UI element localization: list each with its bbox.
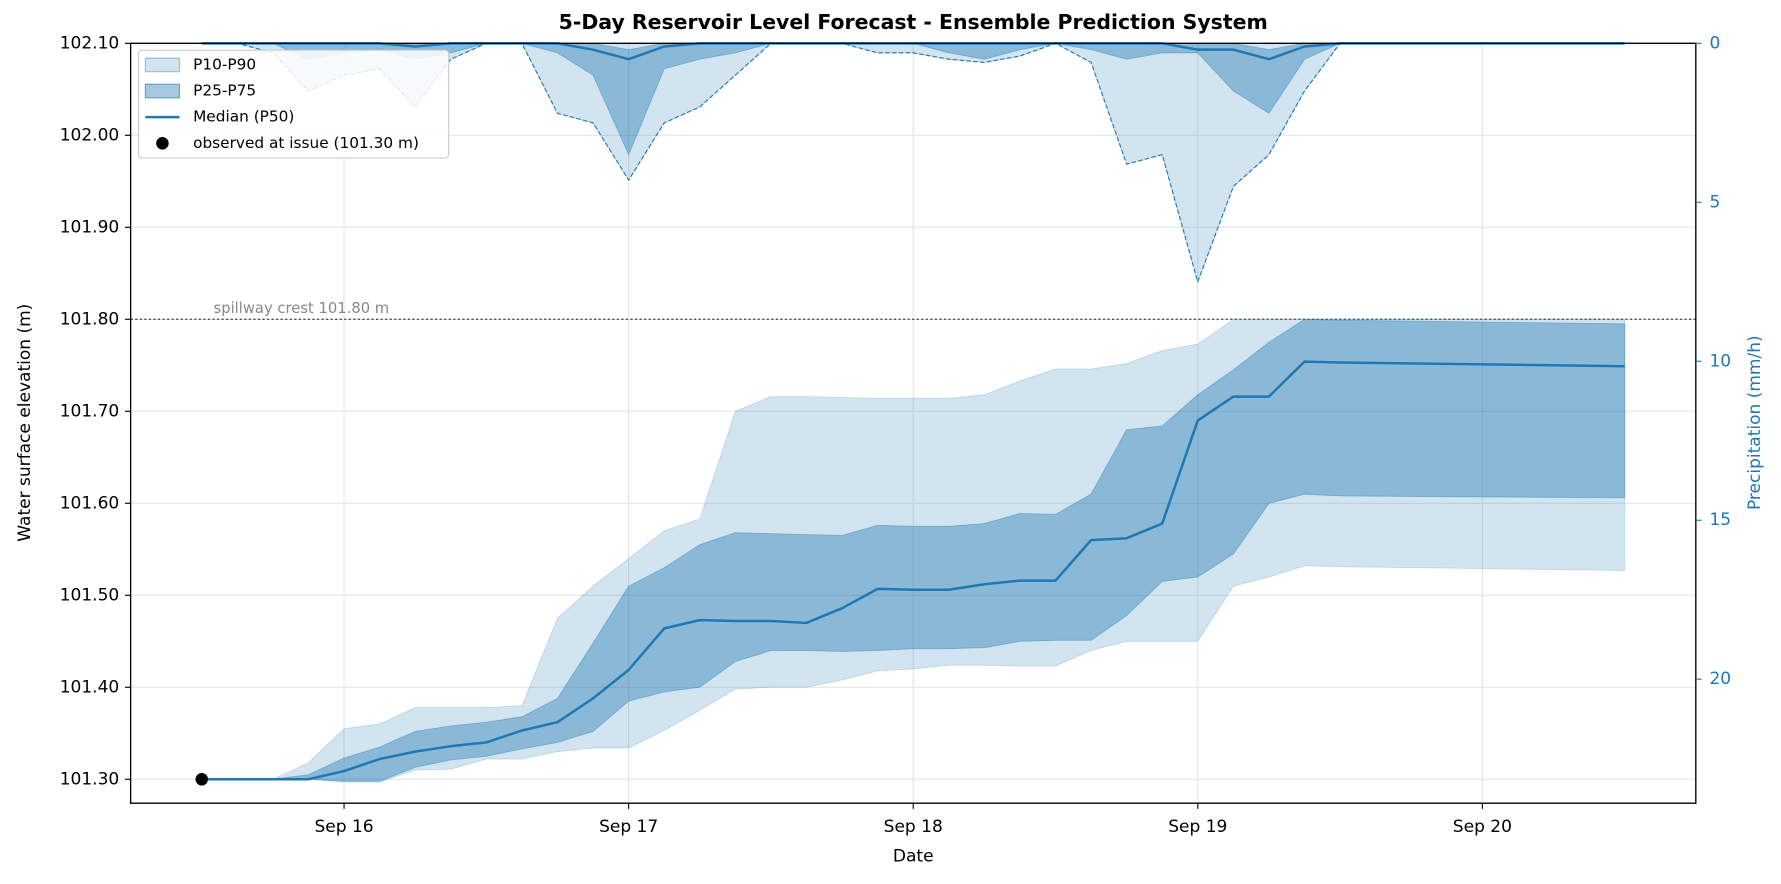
y-tick-label: 102.10 xyxy=(60,33,120,53)
legend-label: P10-P90 xyxy=(193,55,256,73)
y-tick-label: 101.50 xyxy=(60,585,120,605)
y2-tick-label: 10 xyxy=(1709,351,1731,371)
reference-label: spillway crest 101.80 m xyxy=(214,300,390,317)
y-tick-label: 101.40 xyxy=(60,677,120,697)
y-tick-label: 101.90 xyxy=(60,217,120,237)
x-tick-label: Sep 19 xyxy=(1168,817,1227,837)
observed-point xyxy=(195,773,209,786)
x-tick-label: Sep 16 xyxy=(314,817,373,837)
tick-layer: Sep 16 Sep 17 Sep 18 Sep 19 Sep 20 101.30 101.… xyxy=(60,33,1731,837)
legend-swatch xyxy=(144,57,181,73)
chart-title: 5-Day Reservoir Level Forecast - Ensembl… xyxy=(559,10,1268,34)
y2-tick-label: 0 xyxy=(1709,33,1720,53)
legend: P10-P90 P25-P75 Median (P50) observed at is… xyxy=(138,49,450,159)
y2-tick-label: 20 xyxy=(1709,669,1731,689)
legend-label: observed at issue (101.30 m) xyxy=(193,134,419,152)
line xyxy=(201,360,1625,781)
x-tick-label: Sep 18 xyxy=(884,817,943,837)
y2-tick-label: 15 xyxy=(1709,510,1731,530)
y2-tick-label: 5 xyxy=(1709,192,1720,212)
band xyxy=(201,318,1626,782)
legend-swatch xyxy=(144,83,181,99)
y-tick-label: 101.60 xyxy=(60,493,120,513)
y-tick-label: 101.80 xyxy=(60,309,120,329)
x-tick-label: Sep 20 xyxy=(1453,817,1512,837)
y-tick-label: 101.30 xyxy=(60,769,120,789)
y-tick-label: 101.70 xyxy=(60,401,120,421)
legend-label: Median (P50) xyxy=(193,108,294,126)
x-axis-label: Date xyxy=(893,847,934,867)
y-tick-label: 102.00 xyxy=(60,125,120,145)
band xyxy=(201,318,1626,783)
legend-box xyxy=(138,49,450,159)
legend-label: P25-P75 xyxy=(193,82,256,100)
x-tick-label: Sep 17 xyxy=(599,817,658,837)
y2-axis-label: Precipitation (mm/h) xyxy=(1745,335,1765,510)
legend-swatch xyxy=(156,137,169,150)
y-axis-label: Water surface elevation (m) xyxy=(15,304,35,542)
